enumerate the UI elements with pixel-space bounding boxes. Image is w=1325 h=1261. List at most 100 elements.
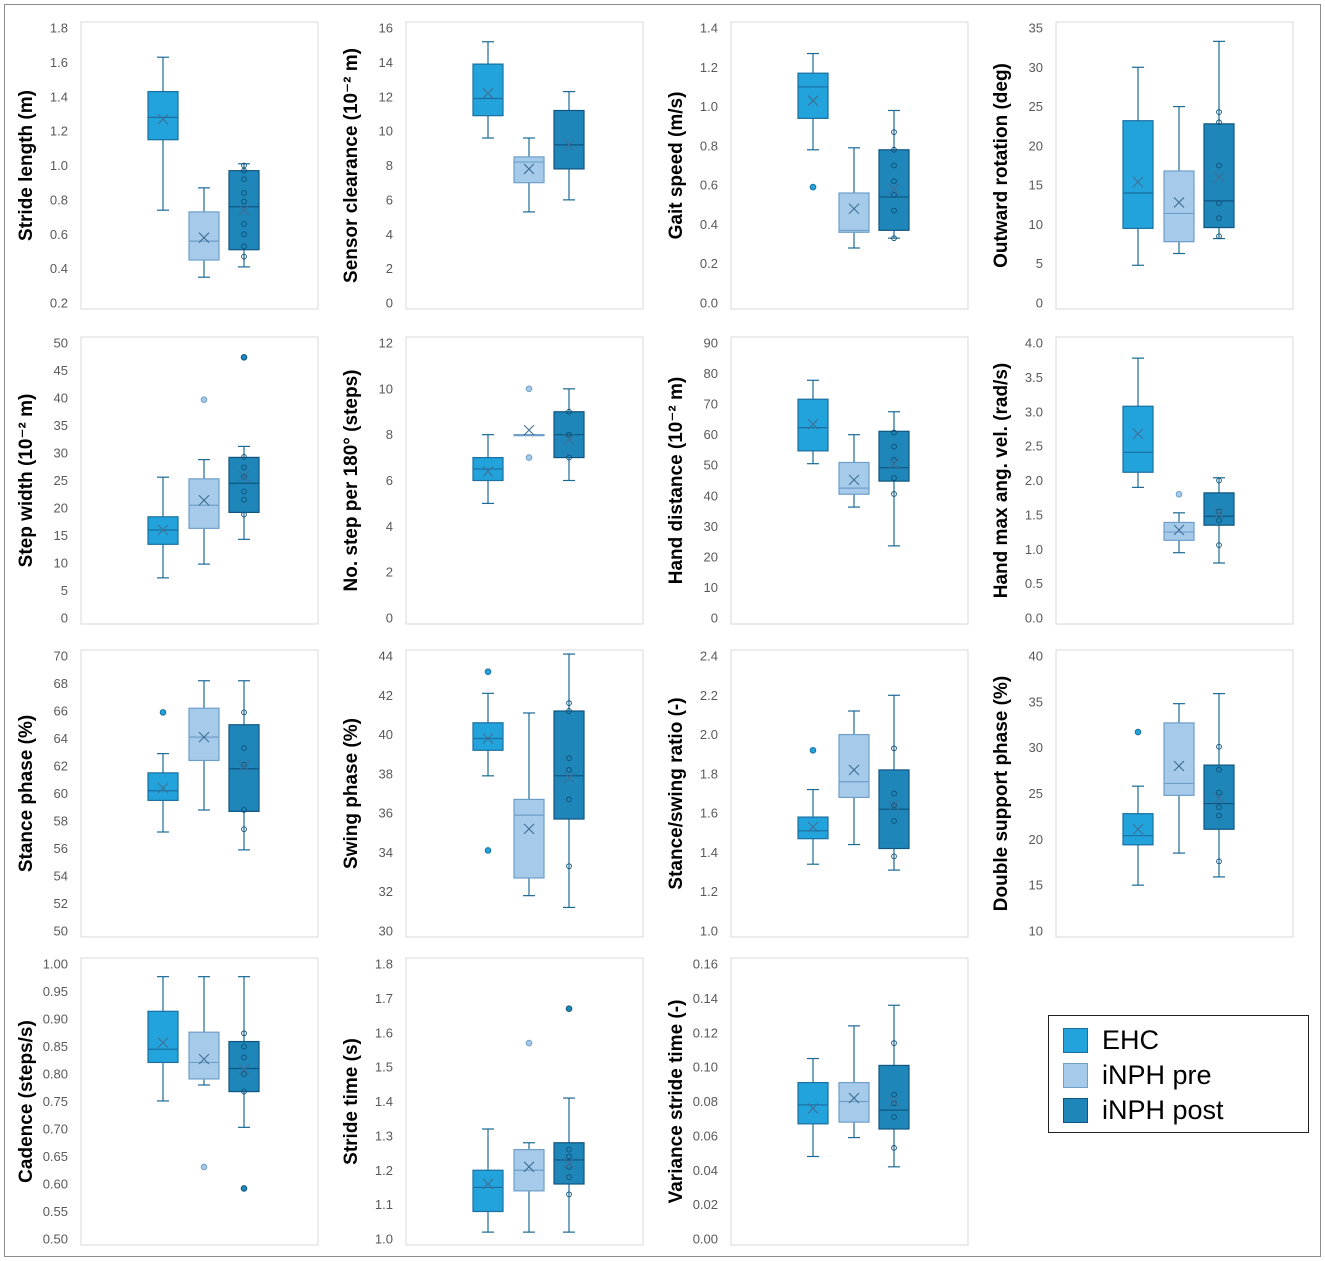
data-point	[1216, 789, 1222, 796]
panel-no-step-per-180-steps: 0 2 4 6 8 10 12 No. step per 180° (steps)	[333, 325, 644, 637]
box-inph-pre	[838, 147, 870, 249]
y-tick-label: 2	[386, 565, 393, 580]
box-ehc	[1122, 357, 1154, 488]
data-point	[1216, 743, 1222, 750]
data-point	[241, 745, 247, 751]
mean-stroke-b	[238, 1064, 250, 1075]
mean-marker	[198, 1053, 210, 1065]
box-ehc	[147, 709, 179, 833]
y-tick-label: 1.8	[375, 957, 393, 972]
data-point	[241, 1071, 247, 1077]
mean-stroke-b	[157, 524, 169, 536]
data-point	[241, 761, 247, 768]
chart-svg: 0 5 10 15 20 25 30 35 Outward rotation (deg)	[991, 21, 1294, 311]
mean-stroke-b	[888, 183, 900, 195]
box-inph-post	[878, 1004, 910, 1168]
mean-stroke-b	[198, 232, 210, 244]
mean-marker	[238, 760, 250, 772]
mean-marker	[888, 458, 900, 470]
y-tick-label: 0.95	[43, 984, 68, 999]
y-tick-label: 10	[379, 124, 393, 139]
y-tick-label: 16	[379, 21, 393, 36]
y-tick-label: 2	[386, 261, 393, 276]
box-inph-post	[553, 1005, 585, 1233]
plot-area	[80, 21, 319, 310]
mean-stroke-b	[1132, 823, 1144, 835]
y-tick-label: 1.6	[700, 806, 718, 821]
y-tick-label: 10	[54, 556, 68, 571]
data-point	[241, 496, 247, 503]
y-axis-label: Stride length (m)	[16, 90, 37, 241]
box-ehc	[472, 41, 504, 139]
legend-item-ehc: EHC	[1063, 1024, 1159, 1056]
y-tick-label: 1.6	[375, 1025, 393, 1040]
box-iqr	[797, 1081, 829, 1125]
mean-marker	[563, 772, 575, 784]
legend-swatch-ehc	[1063, 1027, 1088, 1053]
y-tick-label: 0.90	[43, 1012, 68, 1027]
y-axis-label: Double support phase (%)	[991, 676, 1012, 911]
mean-stroke-b	[523, 163, 535, 175]
outlier-point	[525, 1039, 533, 1047]
data-point	[891, 818, 897, 824]
mean-marker	[1173, 197, 1185, 208]
y-tick-label: 40	[1029, 649, 1043, 664]
y-tick-label: 64	[54, 731, 68, 746]
y-tick-label: 0.80	[43, 1067, 68, 1082]
y-tick-label: 56	[54, 841, 68, 856]
y-tick-label: 32	[379, 884, 393, 899]
y-tick-label: 40	[704, 488, 718, 503]
panel-stride-time-s: 1.0 1.1 1.2 1.3 1.4 1.5 1.6 1.7 1.8 Stride time (…	[333, 946, 644, 1258]
box-iqr	[147, 772, 179, 801]
y-tick-label: 35	[54, 418, 68, 433]
y-axis-label: Step width (10⁻² m)	[16, 394, 37, 568]
box-inph-post	[1203, 692, 1235, 878]
mean-stroke-b	[563, 1157, 575, 1169]
y-tick-label: 44	[379, 649, 393, 664]
outlier-point	[484, 847, 492, 854]
y-tick-label: 8	[386, 427, 393, 442]
box-ehc	[472, 434, 504, 505]
y-tick-label: 1.4	[50, 89, 68, 104]
plot-area	[1055, 21, 1294, 310]
mean-stroke-b	[888, 458, 900, 470]
y-axis-label: Gait speed (m/s)	[666, 92, 687, 240]
y-tick-label: 20	[1029, 138, 1043, 153]
data-point	[891, 802, 897, 809]
chart-svg: 30 32 34 36 38 40 42 44 Swing phase (%)	[341, 649, 644, 939]
mean-stroke-b	[1173, 524, 1185, 536]
data-point	[1216, 233, 1222, 240]
data-point	[241, 231, 247, 238]
outlier-point	[200, 1163, 208, 1171]
box-iqr	[1163, 170, 1195, 243]
y-tick-label: 20	[1029, 832, 1043, 847]
box-iqr	[797, 72, 829, 119]
y-tick-label: 5	[1036, 256, 1043, 271]
y-tick-label: 58	[54, 814, 68, 829]
mean-marker	[1132, 176, 1144, 188]
data-point	[891, 790, 897, 797]
data-point	[891, 475, 897, 481]
y-tick-label: 1.0	[700, 924, 718, 939]
y-tick-label: 0	[386, 611, 393, 626]
mean-marker	[1213, 508, 1225, 519]
y-tick-label: 3.5	[1025, 370, 1043, 385]
y-tick-label: 25	[54, 473, 68, 488]
data-point	[241, 454, 247, 460]
data-point	[891, 146, 897, 153]
plot-area	[730, 336, 969, 625]
mean-stroke-b	[1173, 197, 1185, 208]
y-tick-label: 20	[54, 501, 68, 516]
chart-svg: 0.2 0.4 0.6 0.8 1.0 1.2 1.4 1.6 1.8 Stride length…	[16, 21, 319, 311]
mean-stroke-b	[482, 465, 494, 477]
y-tick-label: 1.1	[375, 1197, 393, 1212]
y-tick-label: 0	[61, 611, 68, 626]
mean-marker	[1173, 524, 1185, 536]
data-point	[891, 443, 897, 450]
y-tick-label: 50	[54, 924, 68, 939]
mean-stroke-b	[807, 418, 819, 430]
y-tick-label: 14	[379, 55, 393, 70]
box-ehc	[147, 976, 179, 1102]
y-tick-label: 25	[1029, 99, 1043, 114]
data-point	[241, 826, 247, 833]
